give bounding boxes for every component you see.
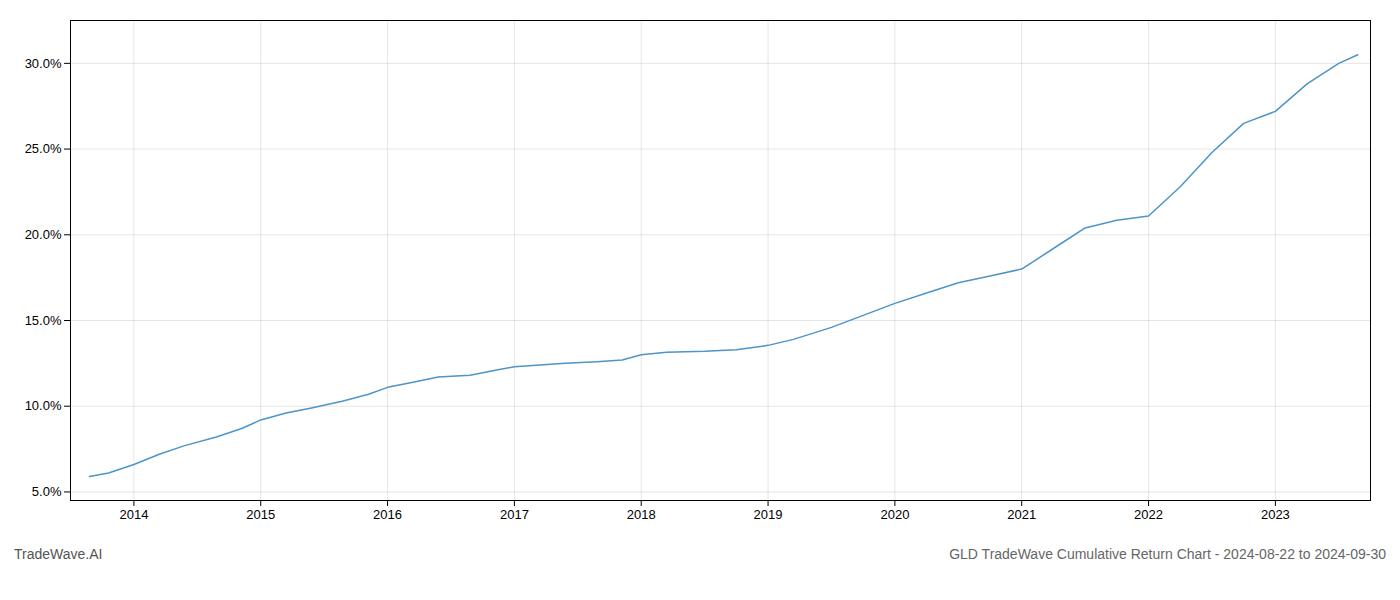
svg-text:20.0%: 20.0%: [25, 227, 62, 242]
svg-text:10.0%: 10.0%: [25, 398, 62, 413]
svg-text:2022: 2022: [1134, 507, 1163, 522]
svg-text:2023: 2023: [1261, 507, 1290, 522]
svg-text:2019: 2019: [754, 507, 783, 522]
svg-text:2016: 2016: [373, 507, 402, 522]
svg-text:15.0%: 15.0%: [25, 313, 62, 328]
svg-text:2021: 2021: [1007, 507, 1036, 522]
svg-text:2014: 2014: [119, 507, 148, 522]
html-text:TradeWave.AI: TradeWave.AI: [14, 546, 103, 562]
svg-text:2020: 2020: [880, 507, 909, 522]
svg-text:30.0%: 30.0%: [25, 56, 62, 71]
svg-text:5.0%: 5.0%: [32, 484, 62, 499]
html-text:GLD TradeWave Cumulative Retur: GLD TradeWave Cumulative Return Chart - …: [949, 546, 1386, 562]
svg-text:2017: 2017: [500, 507, 529, 522]
svg-text:2015: 2015: [246, 507, 275, 522]
svg-text:25.0%: 25.0%: [25, 141, 62, 156]
svg-text:2018: 2018: [627, 507, 656, 522]
